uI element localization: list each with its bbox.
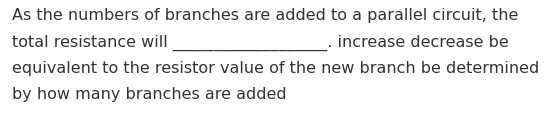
Text: equivalent to the resistor value of the new branch be determined: equivalent to the resistor value of the … xyxy=(12,61,539,76)
Text: total resistance will ___________________. increase decrease be: total resistance will __________________… xyxy=(12,35,509,51)
Text: by how many branches are added: by how many branches are added xyxy=(12,87,287,102)
Text: As the numbers of branches are added to a parallel circuit, the: As the numbers of branches are added to … xyxy=(12,8,518,23)
